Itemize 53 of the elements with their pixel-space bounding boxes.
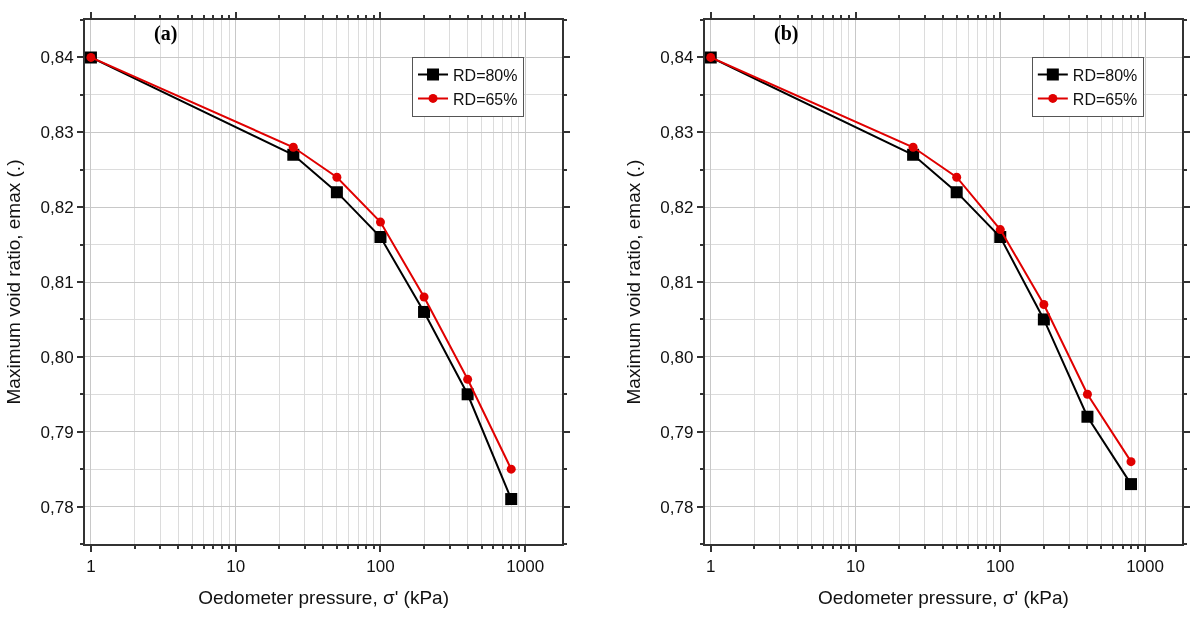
legend-label: RD=80% xyxy=(1072,66,1138,84)
y-tick-label: 0,83 xyxy=(660,123,694,143)
point xyxy=(463,374,473,384)
x-tick-label: 10 xyxy=(846,557,865,577)
x-tick-label: 100 xyxy=(986,557,1015,577)
legend-label: RD=80% xyxy=(453,66,518,84)
y-tick-label: 0,79 xyxy=(660,422,694,442)
point xyxy=(952,172,962,182)
point xyxy=(1081,410,1094,423)
point xyxy=(1082,389,1092,399)
x-axis-title: Oedometer pressure, σ' (kPa) xyxy=(198,586,450,608)
x-tick-label: 10 xyxy=(226,557,246,577)
y-axis-title: Maximum void ratio, emax (.) xyxy=(2,159,24,405)
point xyxy=(995,225,1005,235)
y-tick-label: 0,78 xyxy=(660,497,694,517)
point xyxy=(950,186,963,199)
point xyxy=(332,172,342,182)
y-tick-label: 0,82 xyxy=(40,198,74,218)
point xyxy=(1039,299,1049,309)
legend-label: RD=65% xyxy=(453,90,518,108)
x-axis-title: Oedometer pressure, σ' (kPa) xyxy=(817,586,1069,608)
y-tick-label: 0,83 xyxy=(40,123,74,143)
point xyxy=(288,142,298,152)
point xyxy=(330,186,343,199)
x-tick-label: 1000 xyxy=(506,557,545,577)
x-tick-label: 1 xyxy=(86,557,96,577)
point xyxy=(418,305,431,318)
x-tick-label: 100 xyxy=(366,557,395,577)
point xyxy=(1037,313,1050,326)
point xyxy=(419,292,429,302)
point xyxy=(375,217,385,227)
y-tick-label: 0,80 xyxy=(40,347,74,367)
point xyxy=(506,464,516,474)
y-tick-label: 0,81 xyxy=(40,272,74,292)
annotation: (b) xyxy=(774,22,799,45)
point xyxy=(505,493,518,506)
x-tick-label: 1 xyxy=(706,557,716,577)
y-tick-label: 0,82 xyxy=(660,198,694,218)
y-tick-label: 0,78 xyxy=(40,497,74,517)
annotation: (a) xyxy=(154,22,178,45)
y-tick-label: 0,84 xyxy=(40,48,74,68)
point xyxy=(1125,478,1138,491)
point xyxy=(1126,457,1136,467)
legend-label: RD=65% xyxy=(1072,90,1138,108)
x-tick-label: 1000 xyxy=(1126,557,1164,577)
y-axis-title: Maximum void ratio, emax (.) xyxy=(622,159,644,405)
point xyxy=(461,388,474,401)
point xyxy=(908,142,918,152)
y-tick-label: 0,81 xyxy=(660,272,694,292)
y-tick-label: 0,84 xyxy=(660,48,694,68)
y-tick-label: 0,80 xyxy=(660,347,694,367)
point xyxy=(374,231,387,244)
y-tick-label: 0,79 xyxy=(40,422,74,442)
